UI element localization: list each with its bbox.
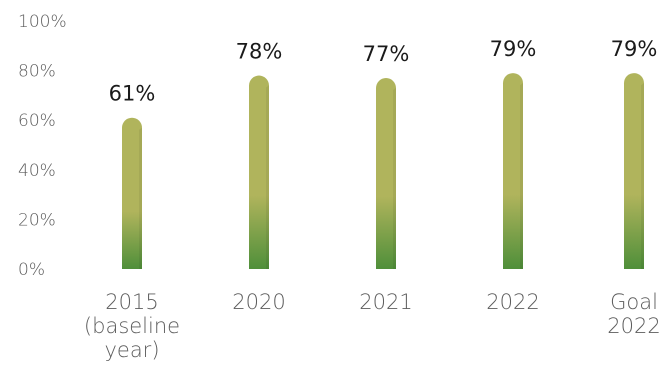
x-tick-label: 2021 <box>359 290 412 314</box>
y-axis: 0% 20% 40% 60% 80% 100% <box>18 12 67 280</box>
x-tick-label-line: year) <box>104 338 159 362</box>
y-tick-label: 60% <box>18 111 56 131</box>
x-tick-label-line: 2020 <box>232 290 285 314</box>
x-tick-label-line: 2022 <box>607 314 660 338</box>
data-label: 79% <box>490 37 537 61</box>
x-axis: 2015 (baseline year)2020 2021 2022 Goal 2022 <box>84 290 661 362</box>
bar-shade <box>266 85 269 269</box>
data-label: 77% <box>363 42 410 66</box>
bars <box>122 73 644 269</box>
value-labels: 61% 78% 77% 79% 79% <box>109 37 658 106</box>
x-tick-label-line: 2021 <box>359 290 412 314</box>
bar-shade <box>139 127 142 269</box>
bar <box>122 117 142 269</box>
y-tick-label: 0% <box>18 260 45 280</box>
bar-shade <box>520 83 523 269</box>
bar <box>503 73 523 269</box>
x-tick-label: 2015 (baseline year) <box>84 290 180 362</box>
bar-shade <box>641 83 644 269</box>
data-label: 61% <box>109 82 156 106</box>
bar-shade <box>393 88 396 269</box>
x-tick-label: Goal 2022 <box>607 290 660 338</box>
x-tick-label-line: Goal <box>610 290 658 314</box>
data-label: 78% <box>236 40 283 64</box>
bar <box>376 78 396 269</box>
x-tick-label-line: 2015 <box>105 290 158 314</box>
data-label: 79% <box>611 37 658 61</box>
x-tick-label-line: (baseline <box>84 314 180 338</box>
x-tick-label-line: 2022 <box>486 290 539 314</box>
bar <box>249 75 269 269</box>
y-tick-label: 40% <box>18 161 56 181</box>
x-tick-label: 2020 <box>232 290 285 314</box>
x-tick-label: 2022 <box>486 290 539 314</box>
y-tick-label: 20% <box>18 210 56 230</box>
y-tick-label: 100% <box>18 12 67 32</box>
y-tick-label: 80% <box>18 62 56 82</box>
bar <box>624 73 644 269</box>
